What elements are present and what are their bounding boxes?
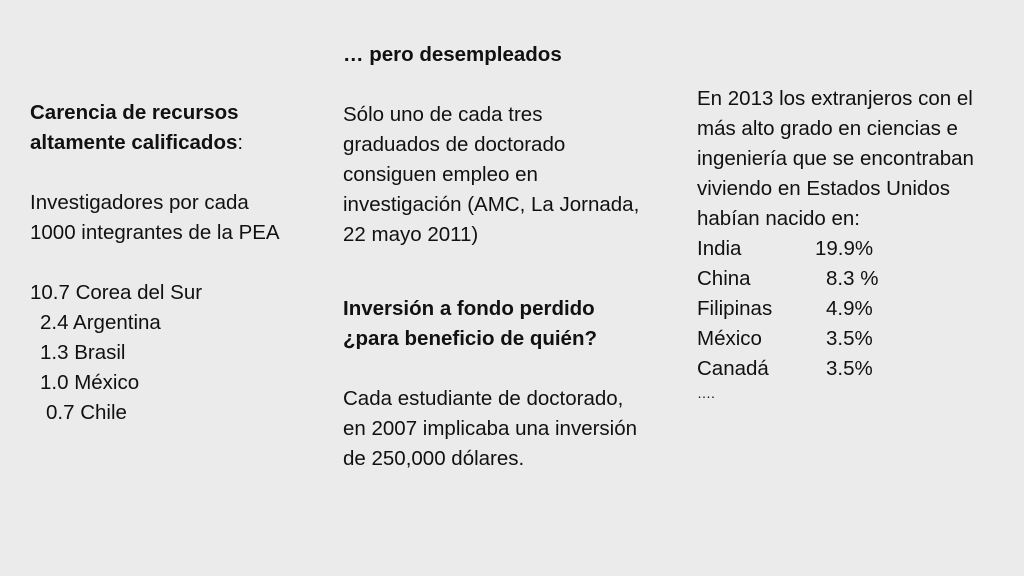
list-item-korea: 10.7 Corea del Sur: [30, 281, 203, 304]
country-value: 4.9%: [826, 297, 873, 320]
country-value: 19.9%: [815, 237, 874, 260]
country-name: India: [697, 237, 742, 260]
country-row-china: China 8.3 %: [697, 264, 997, 294]
country-name: Canadá: [697, 357, 769, 380]
country-value: 3.5%: [826, 357, 873, 380]
country-name: China: [697, 267, 751, 290]
right-column: En 2013 los extranjeros con el más alto …: [697, 84, 997, 402]
list-item-mexico: 1.0 México: [40, 371, 140, 394]
country-percentage-table: India 19.9% China 8.3 % Filipinas 4.9% Méxi…: [697, 234, 997, 402]
scarcity-heading-text: Carencia de recursos altamente calificad…: [30, 101, 239, 154]
country-row-mexico: México 3.5%: [697, 324, 997, 354]
country-value: 8.3 %: [826, 267, 879, 290]
foreigners-intro: En 2013 los extranjeros con el más alto …: [697, 87, 974, 230]
list-continuation: ….: [697, 385, 715, 401]
country-row-canada: Canadá 3.5%: [697, 354, 997, 384]
country-row-philippines: Filipinas 4.9%: [697, 294, 997, 324]
researchers-list: 10.7 Corea del Sur 2.4 Argentina 1.3 Bra…: [30, 278, 300, 428]
investment-paragraph: Cada estudiante de doctorado, en 2007 im…: [343, 387, 638, 470]
researchers-subheading: Investigadores por cada 1000 integrantes…: [30, 191, 280, 244]
list-item-argentina: 2.4 Argentina: [40, 311, 161, 334]
country-name: México: [697, 327, 762, 350]
country-row-india: India 19.9%: [697, 234, 997, 264]
employment-paragraph: Sólo uno de cada tres graduados de docto…: [343, 103, 640, 246]
country-value: 3.5%: [826, 327, 873, 350]
list-item-brazil: 1.3 Brasil: [40, 341, 126, 364]
list-item-chile: 0.7 Chile: [46, 401, 127, 424]
left-column: Carencia de recursos altamente calificad…: [30, 98, 300, 428]
middle-column: … pero desempleados Sólo uno de cada tre…: [343, 40, 643, 474]
scarcity-heading: Carencia de recursos altamente calificad…: [30, 98, 300, 158]
scarcity-heading-colon: :: [237, 131, 244, 154]
investment-heading: Inversión a fondo perdido ¿para benefici…: [343, 297, 598, 350]
country-name: Filipinas: [697, 297, 773, 320]
unemployed-heading: … pero desempleados: [343, 43, 562, 66]
